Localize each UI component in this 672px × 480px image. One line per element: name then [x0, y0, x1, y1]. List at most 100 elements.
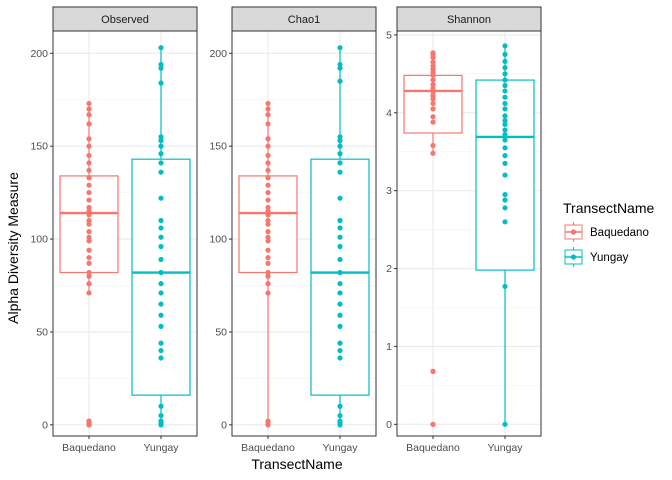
data-point: [337, 138, 343, 144]
data-point: [158, 403, 164, 409]
data-point: [502, 145, 508, 151]
x-axis-title: TransectName: [251, 456, 343, 472]
data-point: [430, 114, 436, 120]
data-point: [265, 175, 271, 181]
data-point: [158, 195, 164, 201]
x-tick-label: Baquedano: [241, 442, 295, 454]
data-point: [265, 204, 271, 211]
data-point: [502, 71, 508, 77]
y-tick-label: 150: [209, 141, 227, 153]
y-tick-label: 50: [215, 326, 227, 338]
y-tick-label: 200: [30, 48, 48, 60]
data-point: [502, 127, 508, 133]
data-point: [430, 150, 436, 156]
data-point: [430, 50, 436, 56]
data-point: [502, 131, 508, 138]
data-point: [430, 421, 436, 427]
data-point: [265, 247, 271, 253]
data-point: [158, 45, 164, 51]
data-point: [502, 117, 508, 124]
panel-chao1: Chao1 0 50 100 150 200 Baquedano Yungay: [209, 6, 377, 454]
y-tick-label: 0: [42, 419, 48, 431]
y-tick-label: 0: [221, 419, 227, 431]
data-point: [86, 167, 92, 173]
data-point: [430, 119, 436, 125]
data-point: [86, 175, 92, 181]
data-point: [265, 152, 271, 159]
data-point: [337, 134, 343, 140]
data-point: [337, 347, 343, 354]
strip-background: [231, 6, 377, 32]
data-point: [337, 403, 343, 409]
data-point: [158, 269, 164, 276]
data-point: [86, 229, 92, 235]
data-point: [86, 204, 92, 211]
strip-background: [396, 6, 542, 32]
data-point: [158, 234, 164, 240]
data-point: [86, 247, 92, 253]
data-point: [158, 138, 164, 144]
data-point: [86, 273, 92, 279]
data-point: [337, 65, 343, 71]
data-point: [265, 208, 271, 214]
data-point: [86, 152, 92, 159]
data-point: [502, 77, 508, 83]
data-point: [337, 45, 343, 51]
data-point: [502, 82, 508, 89]
data-point: [502, 153, 508, 159]
data-point: [502, 191, 508, 198]
legend-key-point: [570, 229, 577, 235]
data-point: [265, 212, 271, 218]
data-point: [265, 100, 271, 107]
x-tick-label: Yungay: [487, 442, 523, 454]
data-point: [337, 418, 343, 424]
data-point: [158, 412, 164, 419]
data-point: [86, 121, 92, 127]
box-baquedano: [59, 100, 119, 428]
data-point: [265, 260, 271, 266]
box-baquedano: [238, 100, 298, 428]
data-point: [502, 113, 508, 119]
data-point: [158, 323, 164, 329]
data-point: [430, 368, 436, 374]
data-point: [430, 63, 436, 69]
data-point: [265, 255, 271, 261]
data-point: [86, 234, 92, 240]
data-point: [337, 195, 343, 201]
data-point: [86, 212, 92, 218]
data-point: [337, 225, 343, 231]
legend: TransectName Baquedano Yungay: [563, 200, 655, 267]
data-point: [337, 355, 343, 361]
data-point: [86, 238, 92, 244]
data-point: [158, 217, 164, 224]
data-point: [502, 51, 508, 57]
data-point: [337, 243, 343, 250]
data-point: [265, 136, 271, 142]
data-point: [158, 243, 164, 250]
data-point: [337, 290, 343, 296]
data-point: [337, 160, 343, 166]
y-tick-label: 0: [386, 419, 392, 431]
data-point: [86, 100, 92, 107]
data-point: [502, 421, 508, 427]
data-point: [337, 301, 343, 307]
data-point: [265, 167, 271, 173]
data-point: [86, 182, 92, 188]
data-point: [502, 106, 508, 112]
legend-title: TransectName: [563, 200, 655, 216]
legend-label: Yungay: [590, 252, 629, 264]
data-point: [158, 281, 164, 287]
data-point: [158, 134, 164, 140]
panel-observed: Observed 0 50 100 150 200 Baquedano Yungay: [30, 6, 198, 454]
legend-key-baquedano: Baquedano: [564, 222, 649, 242]
y-tick-label: 100: [30, 234, 48, 246]
data-point: [430, 77, 436, 83]
strip-background: [52, 6, 198, 32]
strip-label: Chao1: [288, 14, 320, 26]
data-point: [86, 217, 92, 224]
data-point: [502, 94, 508, 100]
data-point: [158, 418, 164, 424]
data-point: [337, 78, 343, 84]
box-yungay: [131, 45, 191, 428]
